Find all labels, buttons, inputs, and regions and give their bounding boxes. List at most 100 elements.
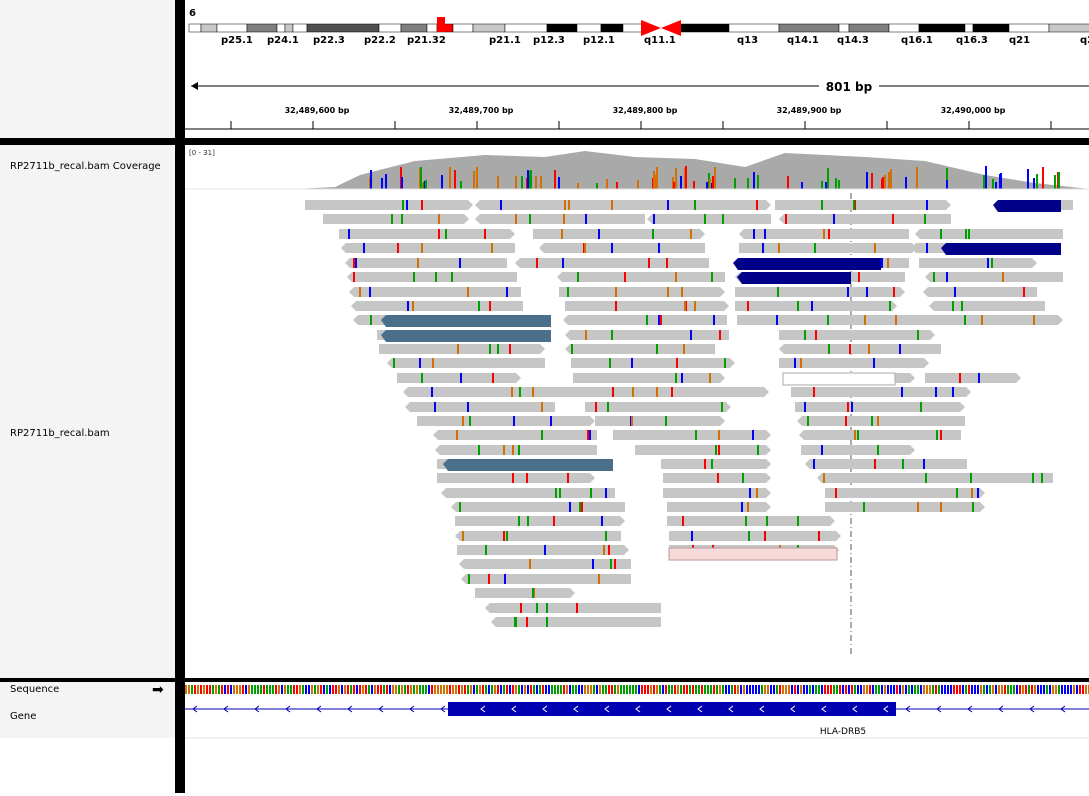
- ideogram-band[interactable]: [426, 23, 438, 33]
- read[interactable]: [825, 502, 985, 512]
- read[interactable]: [739, 243, 917, 253]
- read[interactable]: [379, 344, 545, 354]
- read[interactable]: [573, 373, 725, 383]
- read[interactable]: [347, 272, 517, 282]
- ideogram-band[interactable]: [216, 23, 248, 33]
- ideogram-band[interactable]: [676, 23, 730, 33]
- read[interactable]: [795, 402, 965, 412]
- ideogram-band[interactable]: [1048, 23, 1089, 33]
- read[interactable]: [441, 488, 615, 498]
- read[interactable]: [459, 559, 631, 569]
- read[interactable]: [451, 502, 625, 512]
- read[interactable]: [613, 430, 771, 440]
- alignment-view[interactable]: [0 - 31]: [185, 145, 1089, 678]
- read[interactable]: [919, 258, 1037, 268]
- read[interactable]: [437, 473, 595, 483]
- read[interactable]: [533, 229, 705, 239]
- read[interactable]: [565, 330, 729, 340]
- read[interactable]: [791, 387, 971, 397]
- read[interactable]: [737, 315, 883, 325]
- read[interactable]: [661, 459, 771, 469]
- ideogram-band[interactable]: [246, 23, 278, 33]
- read[interactable]: [405, 402, 555, 412]
- read[interactable]: [925, 373, 1021, 383]
- alignment-track[interactable]: [305, 200, 1073, 627]
- read[interactable]: [779, 214, 951, 224]
- ideogram-band[interactable]: [452, 23, 474, 33]
- read[interactable]: [557, 272, 725, 282]
- sequence-track[interactable]: [185, 685, 1089, 694]
- read[interactable]: [805, 459, 967, 469]
- read[interactable]: [1015, 315, 1063, 325]
- read[interactable]: [923, 287, 1037, 297]
- chromosome-name[interactable]: 6: [189, 8, 196, 19]
- read[interactable]: [563, 315, 727, 325]
- read[interactable]: [491, 617, 661, 627]
- ideogram-band[interactable]: [546, 23, 578, 33]
- ideogram-band[interactable]: [918, 23, 966, 33]
- read[interactable]: [825, 488, 985, 498]
- read[interactable]: [735, 301, 897, 311]
- ideogram-band[interactable]: [600, 23, 624, 33]
- ideogram-band[interactable]: [200, 23, 218, 33]
- ideogram-band[interactable]: [276, 23, 286, 33]
- read[interactable]: [515, 258, 709, 268]
- ideogram-band[interactable]: [284, 23, 294, 33]
- read-pink[interactable]: [668, 547, 838, 561]
- read[interactable]: [797, 416, 965, 426]
- read[interactable]: [799, 430, 961, 440]
- read[interactable]: [667, 502, 771, 512]
- read[interactable]: [345, 258, 507, 268]
- read[interactable]: [397, 373, 521, 383]
- chromosome-ideogram[interactable]: [188, 20, 1089, 36]
- read[interactable]: [873, 315, 1015, 325]
- ideogram-band[interactable]: [188, 23, 202, 33]
- coverage-track[interactable]: [295, 151, 1089, 189]
- read[interactable]: [485, 603, 661, 613]
- read[interactable]: [417, 416, 595, 426]
- header-divider[interactable]: [0, 138, 1089, 145]
- read[interactable]: [475, 214, 645, 224]
- read[interactable]: [539, 243, 705, 253]
- read[interactable]: [635, 445, 771, 455]
- ideogram-band[interactable]: [576, 23, 602, 33]
- read[interactable]: [433, 430, 597, 440]
- gene-exon[interactable]: [448, 702, 896, 716]
- read[interactable]: [585, 402, 731, 412]
- sequence-track-label[interactable]: Sequence: [10, 684, 60, 695]
- highlighted-read[interactable]: [381, 315, 551, 327]
- read[interactable]: [455, 516, 625, 526]
- ideogram-band[interactable]: [888, 23, 920, 33]
- read[interactable]: [595, 416, 725, 426]
- ideogram-band[interactable]: [622, 23, 644, 33]
- ideogram-band[interactable]: [838, 23, 850, 33]
- read[interactable]: [349, 287, 521, 297]
- ideogram-band[interactable]: [964, 23, 974, 33]
- highlighted-read[interactable]: [737, 272, 851, 284]
- ideogram-band[interactable]: [292, 23, 308, 33]
- read[interactable]: [475, 588, 575, 598]
- read[interactable]: [775, 200, 951, 210]
- read[interactable]: [455, 531, 621, 541]
- read[interactable]: [387, 358, 545, 368]
- panel-divider[interactable]: [175, 0, 185, 793]
- highlighted-read[interactable]: [443, 459, 613, 471]
- ideogram-band[interactable]: [778, 23, 840, 33]
- read[interactable]: [435, 445, 597, 455]
- current-region-marker[interactable]: [437, 17, 445, 32]
- highlighted-read[interactable]: [733, 258, 881, 270]
- read[interactable]: [801, 445, 915, 455]
- read[interactable]: [323, 214, 469, 224]
- read[interactable]: [779, 358, 929, 368]
- ideogram-band[interactable]: [972, 23, 1010, 33]
- read[interactable]: [915, 229, 1063, 239]
- strand-arrow-icon[interactable]: ➡: [152, 682, 164, 698]
- coverage-track-label[interactable]: RP2711b_recal.bam Coverage: [10, 161, 161, 172]
- read[interactable]: [735, 287, 905, 297]
- read[interactable]: [885, 473, 1053, 483]
- read[interactable]: [571, 358, 735, 368]
- read-outline[interactable]: [782, 372, 896, 386]
- read[interactable]: [667, 516, 835, 526]
- read[interactable]: [779, 344, 941, 354]
- read[interactable]: [559, 287, 725, 297]
